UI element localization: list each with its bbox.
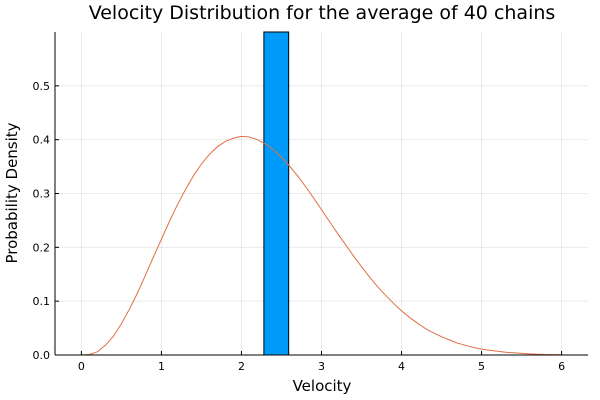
grid xyxy=(55,32,588,356)
histogram-bar xyxy=(263,31,290,356)
x-axis-label: Velocity xyxy=(293,377,352,395)
density-curve xyxy=(81,135,562,356)
y-tick-label: 0.1 xyxy=(33,295,51,308)
y-axis-label: Probability Density xyxy=(3,122,21,263)
histogram-bars xyxy=(263,31,290,356)
x-tick-label: 5 xyxy=(478,360,485,373)
y-tick-label: 0.4 xyxy=(33,134,51,147)
x-tick-label: 6 xyxy=(558,360,565,373)
x-tick-label: 1 xyxy=(158,360,165,373)
y-tick-label: 0.2 xyxy=(33,241,51,254)
axes: 0 1 2 3 4 5 6 0.0 0.1 0.2 0.3 0.4 0.5 xyxy=(33,32,588,373)
density-curve-line xyxy=(81,135,562,356)
y-tick-label: 0.3 xyxy=(33,188,51,201)
x-tick-label: 3 xyxy=(318,360,325,373)
x-tick-label: 0 xyxy=(78,360,85,373)
chart-title: Velocity Distribution for the average of… xyxy=(89,2,556,24)
y-tick-label: 0.5 xyxy=(33,80,51,93)
x-tick-label: 4 xyxy=(398,360,405,373)
y-tick-label: 0.0 xyxy=(33,349,51,362)
x-tick-label: 2 xyxy=(238,360,245,373)
